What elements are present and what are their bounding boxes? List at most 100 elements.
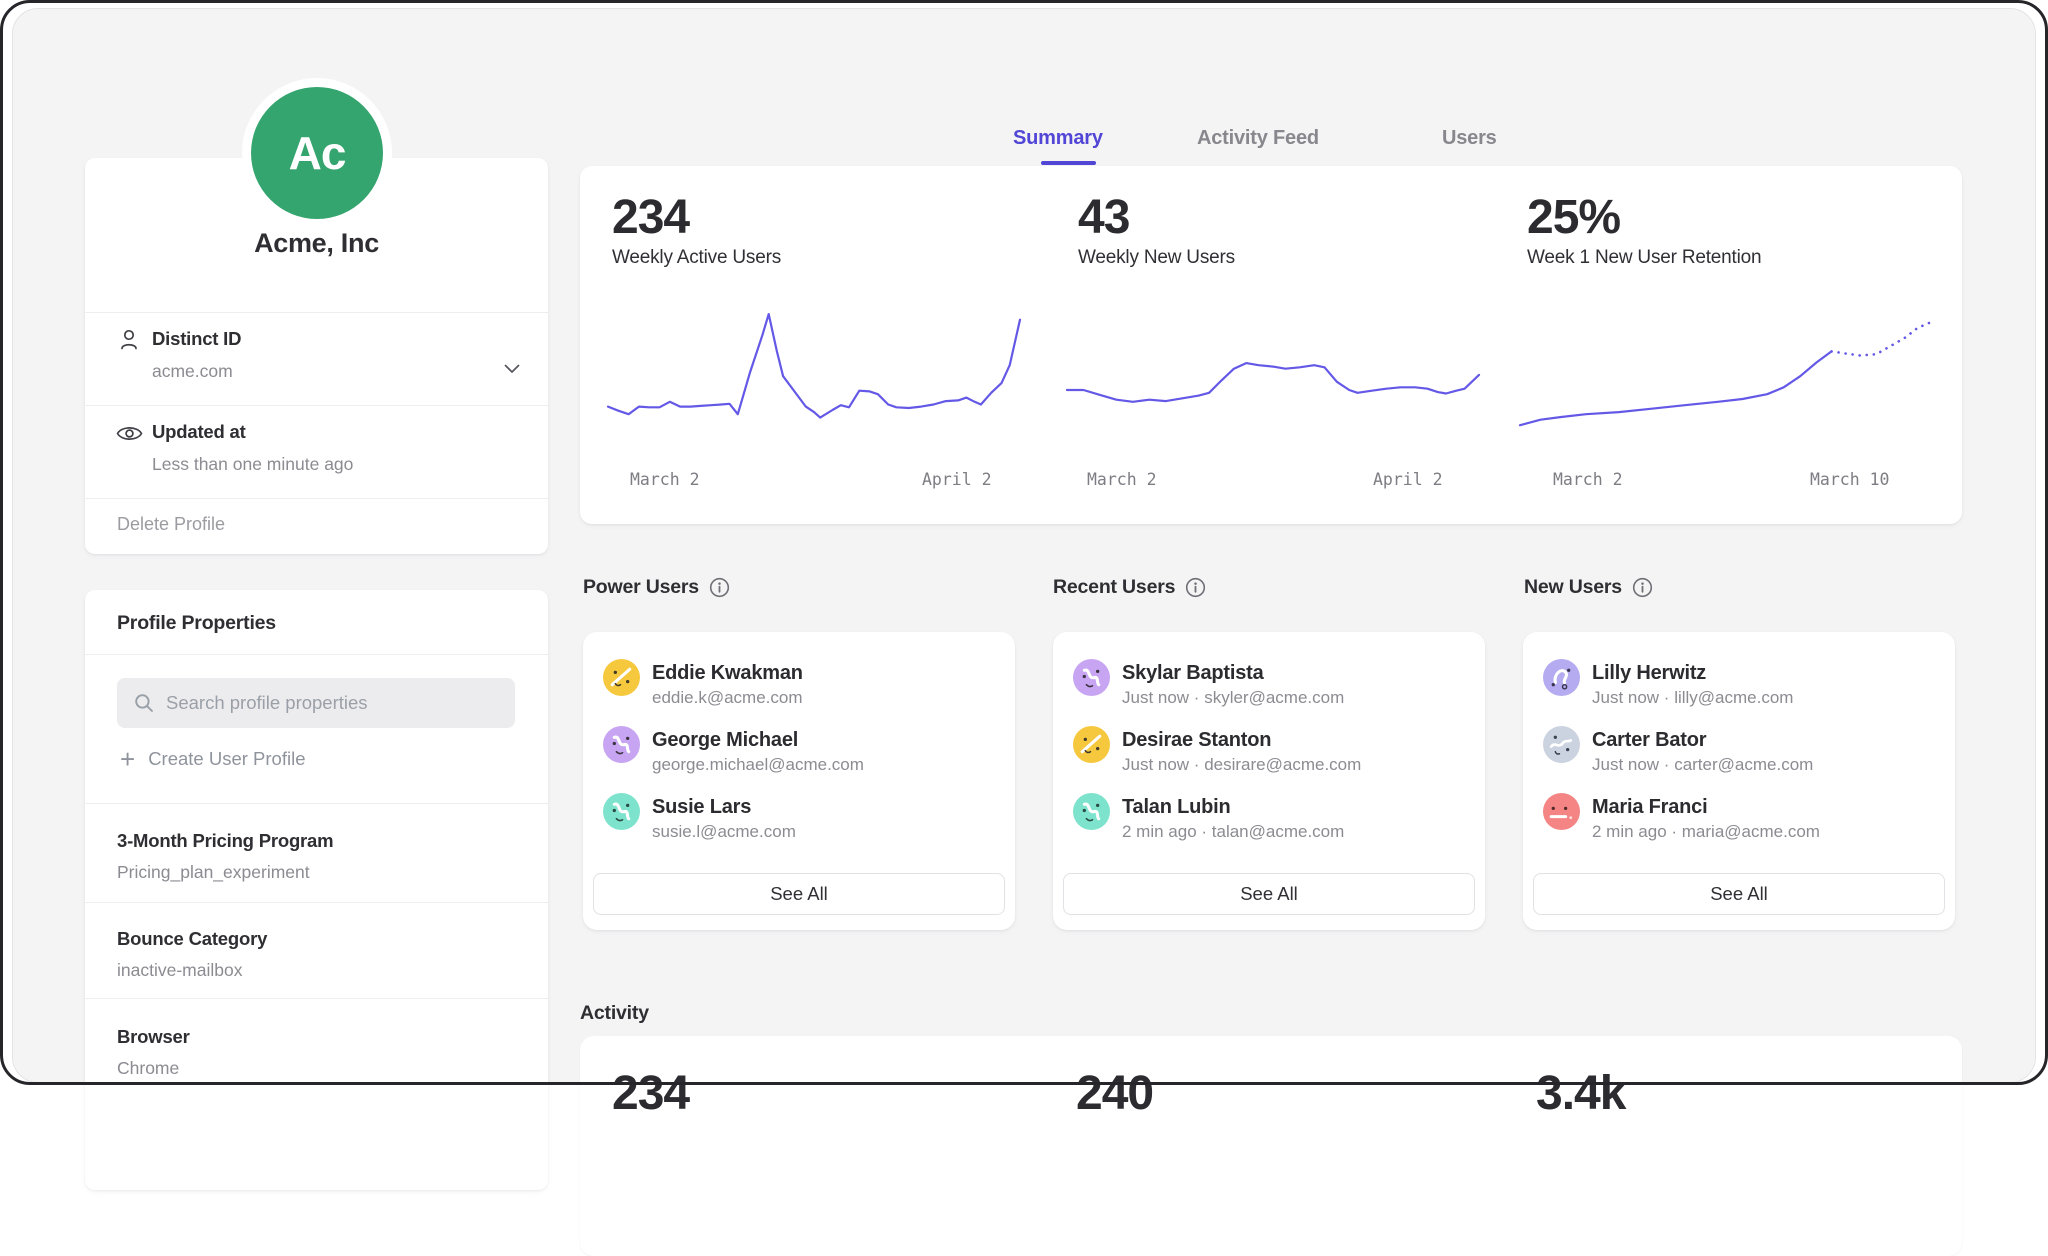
person-icon xyxy=(118,328,140,352)
weekly-new-users-chart xyxy=(1067,310,1479,448)
stat-label-weekly-active-users: Weekly Active Users xyxy=(612,247,781,269)
user-avatar xyxy=(603,726,640,763)
divider xyxy=(85,902,548,903)
tab-summary[interactable]: Summary xyxy=(1013,127,1103,150)
x-axis-label: March 2 xyxy=(1553,470,1623,489)
face-doodle-icon xyxy=(603,793,640,830)
see-all-button[interactable]: See All xyxy=(593,873,1005,915)
user-subtitle: Just now · desirare@acme.com xyxy=(1122,755,1361,775)
property-value: Chrome xyxy=(117,1058,179,1079)
user-avatar xyxy=(1073,726,1110,763)
search-icon xyxy=(134,693,154,713)
user-name[interactable]: George Michael xyxy=(652,729,798,752)
field-label-distinct-id: Distinct ID xyxy=(152,328,241,350)
eye-icon xyxy=(116,424,143,443)
stat-value-week1-retention: 25% xyxy=(1527,190,1620,245)
face-doodle-icon xyxy=(1073,793,1110,830)
user-avatar xyxy=(1543,659,1580,696)
field-value-distinct-id: acme.com xyxy=(152,361,233,382)
profile-properties-card: Profile Properties + Create User Profile… xyxy=(85,590,548,1190)
delete-profile-button[interactable]: Delete Profile xyxy=(117,514,225,535)
power-users-header: Power Users xyxy=(583,576,730,599)
profile-properties-title: Profile Properties xyxy=(117,612,276,635)
x-axis-label: April 2 xyxy=(1373,470,1443,489)
see-all-button[interactable]: See All xyxy=(1533,873,1945,915)
recent-users-title: Recent Users xyxy=(1053,576,1175,599)
stat-value-weekly-active-users: 234 xyxy=(612,190,689,245)
activity-stat-value: 234 xyxy=(612,1066,689,1121)
user-name[interactable]: Lilly Herwitz xyxy=(1592,662,1706,685)
user-avatar xyxy=(603,659,640,696)
divider xyxy=(85,405,548,406)
property-label: Browser xyxy=(117,1026,190,1048)
info-icon[interactable] xyxy=(1632,577,1653,598)
user-avatar xyxy=(603,793,640,830)
face-doodle-icon xyxy=(1073,659,1110,696)
new-users-title: New Users xyxy=(1524,576,1622,599)
face-doodle-icon xyxy=(1073,726,1110,763)
divider xyxy=(85,654,548,655)
search-input[interactable] xyxy=(164,691,498,715)
user-avatar xyxy=(1543,726,1580,763)
user-name[interactable]: Susie Lars xyxy=(652,796,751,819)
field-label-updated-at: Updated at xyxy=(152,421,246,443)
stat-label-weekly-new-users: Weekly New Users xyxy=(1078,247,1235,269)
stat-value-weekly-new-users: 43 xyxy=(1078,190,1129,245)
recent-users-header: Recent Users xyxy=(1053,576,1206,599)
see-all-button[interactable]: See All xyxy=(1063,873,1475,915)
user-subtitle: susie.l@acme.com xyxy=(652,822,796,842)
tab-activity-feed[interactable]: Activity Feed xyxy=(1197,127,1319,150)
power-users-card: Eddie Kwakman eddie.k@acme.com George Mi… xyxy=(583,632,1015,930)
create-user-profile-label: Create User Profile xyxy=(148,748,305,770)
weekly-active-users-chart xyxy=(608,310,1020,448)
face-doodle-icon xyxy=(1543,659,1580,696)
tab-users[interactable]: Users xyxy=(1442,127,1497,150)
user-subtitle: 2 min ago · talan@acme.com xyxy=(1122,822,1344,842)
divider xyxy=(85,312,548,313)
property-label: 3-Month Pricing Program xyxy=(117,830,333,852)
stat-label-week1-retention: Week 1 New User Retention xyxy=(1527,247,1761,269)
activity-stat-value: 240 xyxy=(1076,1066,1153,1121)
user-name[interactable]: Skylar Baptista xyxy=(1122,662,1264,685)
create-user-profile-button[interactable]: + Create User Profile xyxy=(120,748,306,770)
new-users-card: Lilly Herwitz Just now · lilly@acme.com … xyxy=(1523,632,1955,930)
face-doodle-icon xyxy=(1543,793,1580,830)
user-name[interactable]: Maria Franci xyxy=(1592,796,1707,819)
user-name[interactable]: Desirae Stanton xyxy=(1122,729,1271,752)
user-subtitle: eddie.k@acme.com xyxy=(652,688,803,708)
property-value: inactive-mailbox xyxy=(117,960,242,981)
x-axis-label: March 10 xyxy=(1810,470,1889,489)
company-name: Acme, Inc xyxy=(85,228,548,259)
info-icon[interactable] xyxy=(709,577,730,598)
x-axis-label: March 2 xyxy=(1087,470,1157,489)
chevron-down-icon[interactable] xyxy=(504,364,520,374)
user-name[interactable]: Carter Bator xyxy=(1592,729,1706,752)
plus-icon: + xyxy=(120,749,135,769)
property-value: Pricing_plan_experiment xyxy=(117,862,310,883)
face-doodle-icon xyxy=(603,659,640,696)
x-axis-label: March 2 xyxy=(630,470,700,489)
active-tab-indicator xyxy=(1041,161,1096,165)
user-subtitle: Just now · carter@acme.com xyxy=(1592,755,1813,775)
activity-card: 234 240 3.4k xyxy=(580,1036,1962,1256)
divider xyxy=(85,803,548,804)
user-name[interactable]: Eddie Kwakman xyxy=(652,662,803,685)
x-axis-label: April 2 xyxy=(922,470,992,489)
power-users-title: Power Users xyxy=(583,576,699,599)
field-value-updated-at: Less than one minute ago xyxy=(152,454,353,475)
user-subtitle: Just now · lilly@acme.com xyxy=(1592,688,1793,708)
divider xyxy=(85,998,548,999)
new-users-header: New Users xyxy=(1524,576,1653,599)
user-avatar xyxy=(1073,659,1110,696)
activity-stat-value: 3.4k xyxy=(1536,1066,1625,1121)
activity-section-title: Activity xyxy=(580,1002,649,1025)
recent-users-card: Skylar Baptista Just now · skyler@acme.c… xyxy=(1053,632,1485,930)
info-icon[interactable] xyxy=(1185,577,1206,598)
company-avatar-initials: Ac xyxy=(289,126,346,180)
user-subtitle: george.michael@acme.com xyxy=(652,755,864,775)
face-doodle-icon xyxy=(603,726,640,763)
user-subtitle: Just now · skyler@acme.com xyxy=(1122,688,1344,708)
profile-properties-search[interactable] xyxy=(117,678,515,728)
user-avatar xyxy=(1073,793,1110,830)
user-name[interactable]: Talan Lubin xyxy=(1122,796,1231,819)
